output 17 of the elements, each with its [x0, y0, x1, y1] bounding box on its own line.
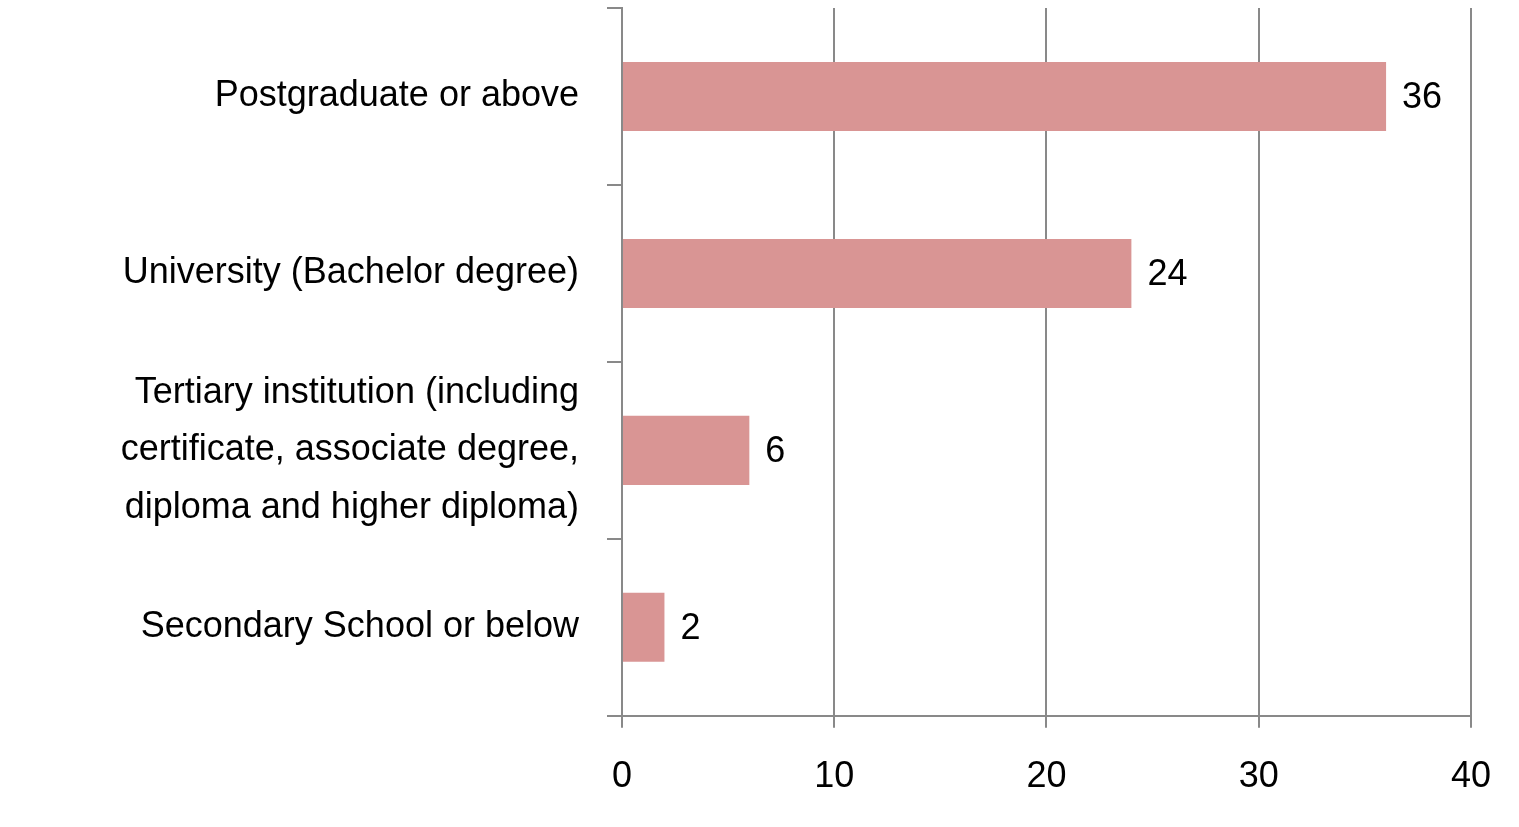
x-tick-label: 0 [611, 754, 633, 796]
y-tick-label: University (Bachelor degree) [122, 250, 579, 292]
x-tick-label: 40 [1450, 754, 1491, 796]
data-label: 2 [680, 606, 701, 648]
bar [623, 592, 665, 662]
y-tick-label: Postgraduate or above [214, 73, 579, 115]
data-label: 24 [1147, 252, 1188, 294]
y-tick-label: Tertiary institution (including certificate, associate degree, diploma and higher diploma) [120, 369, 579, 526]
bar [623, 238, 1132, 308]
x-tick-label: 10 [814, 754, 855, 796]
bar [623, 415, 750, 485]
x-tick-label: 20 [1026, 754, 1067, 796]
y-tick-label: Secondary School or below [140, 604, 580, 646]
x-tick-label: 30 [1238, 754, 1279, 796]
data-label: 6 [765, 429, 786, 471]
bar [623, 61, 1387, 131]
data-label: 36 [1402, 75, 1443, 117]
